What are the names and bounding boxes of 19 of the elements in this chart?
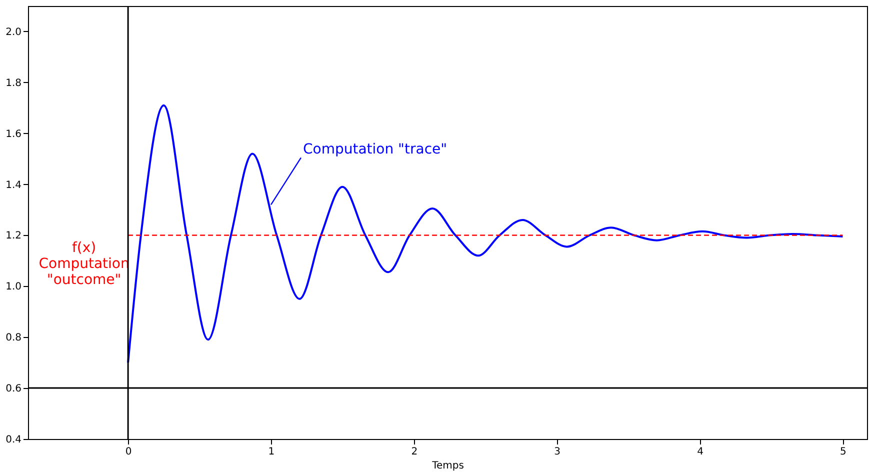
x-tick-label: 4 [697, 446, 704, 458]
x-tick-label: 3 [554, 446, 561, 458]
ref-line-label: f(x) Computation "outcome" [38, 240, 130, 288]
y-tick-label: 0.8 [6, 332, 22, 344]
annotation: Computation "trace" [302, 142, 448, 158]
x-tick-label: 5 [840, 446, 846, 458]
y-tick-label: 1.2 [6, 230, 22, 242]
x-tick-label: 1 [268, 446, 275, 458]
x-tick-label: 2 [411, 446, 418, 458]
y-tick-label: 2.0 [6, 26, 22, 38]
x-tick-label: 0 [125, 446, 132, 458]
y-tick-label: 0.6 [6, 384, 22, 395]
y-tick-label: 0.4 [6, 434, 22, 446]
y-tick-label: 1.6 [6, 128, 22, 140]
y-tick-label: 1.0 [6, 282, 22, 293]
y-tick-label: 1.8 [6, 78, 22, 89]
x-axis-title: Temps [431, 460, 464, 472]
line-series [127, 104, 844, 364]
y-tick-label: 1.4 [6, 180, 22, 191]
